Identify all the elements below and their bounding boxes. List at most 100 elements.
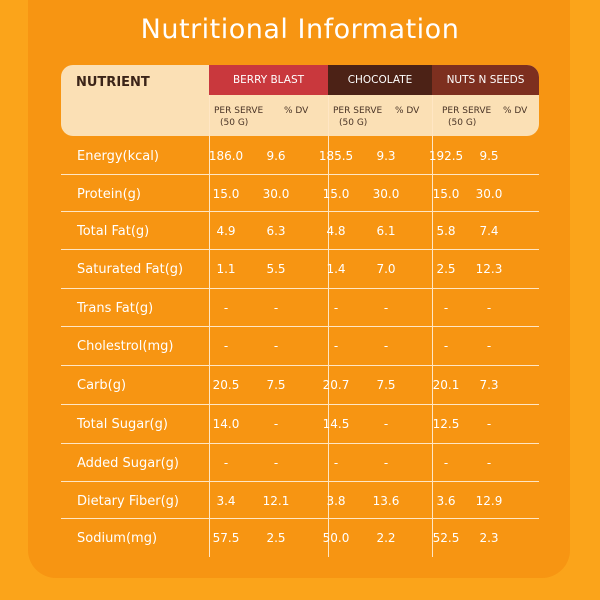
table-cell: 15.0: [432, 187, 460, 201]
table-cell: -: [486, 339, 492, 353]
table-cell: 192.5: [428, 149, 464, 163]
table-cell: 6.3: [266, 224, 286, 238]
table-cell: 12.9: [475, 494, 503, 508]
table-cell: -: [486, 456, 492, 470]
table-cell: 15.0: [322, 187, 350, 201]
row-label: Added Sugar(g): [77, 456, 180, 471]
serve-size-label: (50 G): [220, 118, 249, 128]
row-label: Carb(g): [77, 378, 127, 393]
row-divider: [61, 288, 539, 289]
table-cell: 9.3: [376, 149, 396, 163]
per-serve-label: PER SERVE: [214, 106, 264, 116]
table-cell: 9.6: [266, 149, 286, 163]
table-cell: 30.0: [475, 187, 503, 201]
table-cell: 20.5: [212, 378, 240, 392]
table-cell: -: [273, 417, 279, 431]
table-cell: 7.5: [376, 378, 396, 392]
table-cell: -: [383, 456, 389, 470]
table-cell: 3.8: [326, 494, 346, 508]
row-divider: [61, 518, 539, 519]
dv-label: % DV: [395, 106, 420, 116]
table-cell: 1.1: [216, 262, 236, 276]
subheader-chocolate: PER SERVE (50 G) % DV: [333, 105, 419, 129]
table-cell: 50.0: [322, 531, 350, 545]
table-cell: 5.8: [436, 224, 456, 238]
table-cell: -: [273, 301, 279, 315]
table-cell: -: [486, 301, 492, 315]
table-cell: -: [223, 339, 229, 353]
row-divider: [61, 443, 539, 444]
table-cell: 20.1: [432, 378, 460, 392]
row-label: Total Fat(g): [77, 224, 150, 239]
row-divider: [61, 249, 539, 250]
table-cell: 12.5: [432, 417, 460, 431]
row-divider: [61, 404, 539, 405]
table-cell: 186.0: [208, 149, 244, 163]
table-cell: 12.3: [475, 262, 503, 276]
table-cell: 2.5: [436, 262, 456, 276]
row-label: Dietary Fiber(g): [77, 494, 179, 509]
table-cell: -: [383, 301, 389, 315]
table-cell: 1.4: [326, 262, 346, 276]
table-cell: -: [383, 417, 389, 431]
table-cell: 3.4: [216, 494, 236, 508]
table-cell: -: [223, 301, 229, 315]
serve-size-label: (50 G): [339, 118, 368, 128]
table-cell: 3.6: [436, 494, 456, 508]
per-serve-label: PER SERVE: [333, 106, 383, 116]
row-label: Saturated Fat(g): [77, 262, 184, 277]
table-cell: -: [443, 456, 449, 470]
table-cell: 2.2: [376, 531, 396, 545]
nutrient-column-header: NUTRIENT: [76, 75, 150, 90]
row-divider: [61, 326, 539, 327]
table-cell: -: [223, 456, 229, 470]
serve-size-label: (50 G): [448, 118, 477, 128]
table-cell: 52.5: [432, 531, 460, 545]
table-cell: 15.0: [212, 187, 240, 201]
table-cell: -: [333, 456, 339, 470]
table-cell: 30.0: [262, 187, 290, 201]
table-cell: -: [273, 339, 279, 353]
row-label: Protein(g): [77, 187, 141, 202]
row-divider: [61, 174, 539, 175]
table-cell: 14.5: [322, 417, 350, 431]
table-cell: 5.5: [266, 262, 286, 276]
table-cell: -: [383, 339, 389, 353]
table-cell: 14.0: [212, 417, 240, 431]
row-label: Energy(kcal): [77, 149, 159, 164]
table-cell: 13.6: [372, 494, 400, 508]
table-cell: 7.0: [376, 262, 396, 276]
table-cell: 2.3: [479, 531, 499, 545]
per-serve-label: PER SERVE: [442, 106, 492, 116]
row-divider: [61, 211, 539, 212]
table-cell: 7.3: [479, 378, 499, 392]
table-cell: 7.4: [479, 224, 499, 238]
product-header-nuts-n-seeds: NUTS N SEEDS: [432, 65, 539, 95]
table-cell: 2.5: [266, 531, 286, 545]
table-cell: -: [333, 301, 339, 315]
row-divider: [61, 481, 539, 482]
row-label: Trans Fat(g): [77, 301, 154, 316]
table-cell: -: [333, 339, 339, 353]
row-label: Total Sugar(g): [77, 417, 168, 432]
table-cell: -: [273, 456, 279, 470]
table-cell: -: [443, 339, 449, 353]
row-label: Cholestrol(mg): [77, 339, 174, 354]
table-cell: 30.0: [372, 187, 400, 201]
subheader-berry-blast: PER SERVE (50 G) % DV: [214, 105, 308, 129]
table-cell: 57.5: [212, 531, 240, 545]
table-cell: -: [486, 417, 492, 431]
table-cell: 9.5: [479, 149, 499, 163]
row-divider: [61, 365, 539, 366]
table-cell: 185.5: [318, 149, 354, 163]
page-title: Nutritional Information: [140, 14, 460, 45]
table-cell: -: [443, 301, 449, 315]
row-label: Sodium(mg): [77, 531, 158, 546]
table-cell: 4.8: [326, 224, 346, 238]
subheader-nuts-n-seeds: PER SERVE (50 G) % DV: [442, 105, 527, 129]
table-cell: 20.7: [322, 378, 350, 392]
table-cell: 6.1: [376, 224, 396, 238]
dv-label: % DV: [284, 106, 309, 116]
table-cell: 4.9: [216, 224, 236, 238]
table-cell: 7.5: [266, 378, 286, 392]
